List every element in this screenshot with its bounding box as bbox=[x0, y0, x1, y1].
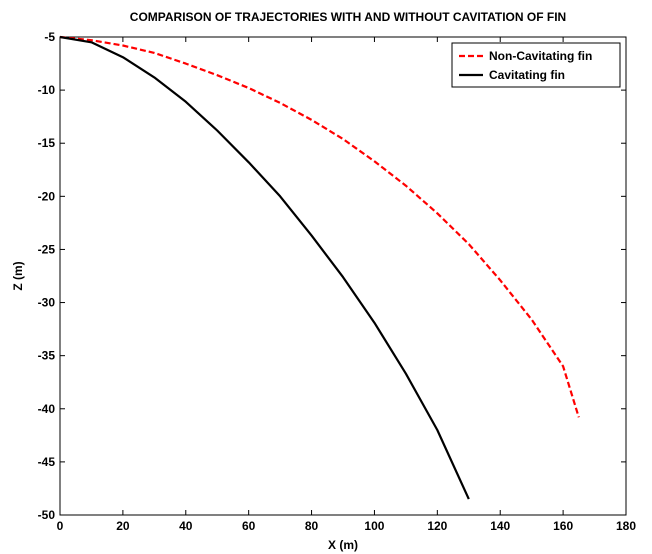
y-tick-label: -35 bbox=[38, 349, 56, 363]
x-tick-label: 100 bbox=[364, 519, 384, 533]
x-tick-label: 20 bbox=[116, 519, 130, 533]
series-layer bbox=[59, 35, 580, 500]
y-tick-label: -20 bbox=[38, 189, 56, 203]
x-tick-label: 40 bbox=[179, 519, 193, 533]
series-line-non-cavitating bbox=[59, 35, 580, 418]
y-tick-label: -45 bbox=[38, 455, 56, 469]
legend-label-cavitating: Cavitating fin bbox=[489, 68, 565, 82]
legend-label-non-cavitating: Non-Cavitating fin bbox=[489, 49, 592, 63]
x-tick-label: 120 bbox=[427, 519, 447, 533]
y-axis-label: Z (m) bbox=[11, 261, 25, 290]
chart-title: COMPARISON OF TRAJECTORIES WITH AND WITH… bbox=[130, 10, 566, 24]
y-tick-label: -40 bbox=[38, 402, 56, 416]
x-tick-label: 180 bbox=[616, 519, 636, 533]
x-tick-label: 160 bbox=[553, 519, 573, 533]
x-axis-label: X (m) bbox=[328, 538, 358, 552]
x-tick-label: 80 bbox=[305, 519, 319, 533]
y-tick-label: -30 bbox=[38, 296, 56, 310]
y-tick-label: -5 bbox=[44, 30, 55, 44]
y-tick-label: -10 bbox=[38, 83, 56, 97]
x-tick-label: 0 bbox=[57, 519, 64, 533]
x-ticks: 0 20 40 60 80 100 120 140 160 180 bbox=[57, 37, 636, 533]
y-tick-label: -25 bbox=[38, 242, 56, 256]
legend: Non-Cavitating fin Cavitating fin bbox=[451, 42, 621, 88]
series-line-cavitating bbox=[59, 35, 470, 500]
x-tick-label: 60 bbox=[242, 519, 256, 533]
y-tick-label: -15 bbox=[38, 136, 56, 150]
x-tick-label: 140 bbox=[490, 519, 510, 533]
y-tick-label: -50 bbox=[38, 508, 56, 522]
y-ticks: -5 -10 -15 -20 -25 -30 -35 -40 -45 -50 bbox=[38, 30, 626, 522]
legend-box bbox=[451, 42, 621, 88]
